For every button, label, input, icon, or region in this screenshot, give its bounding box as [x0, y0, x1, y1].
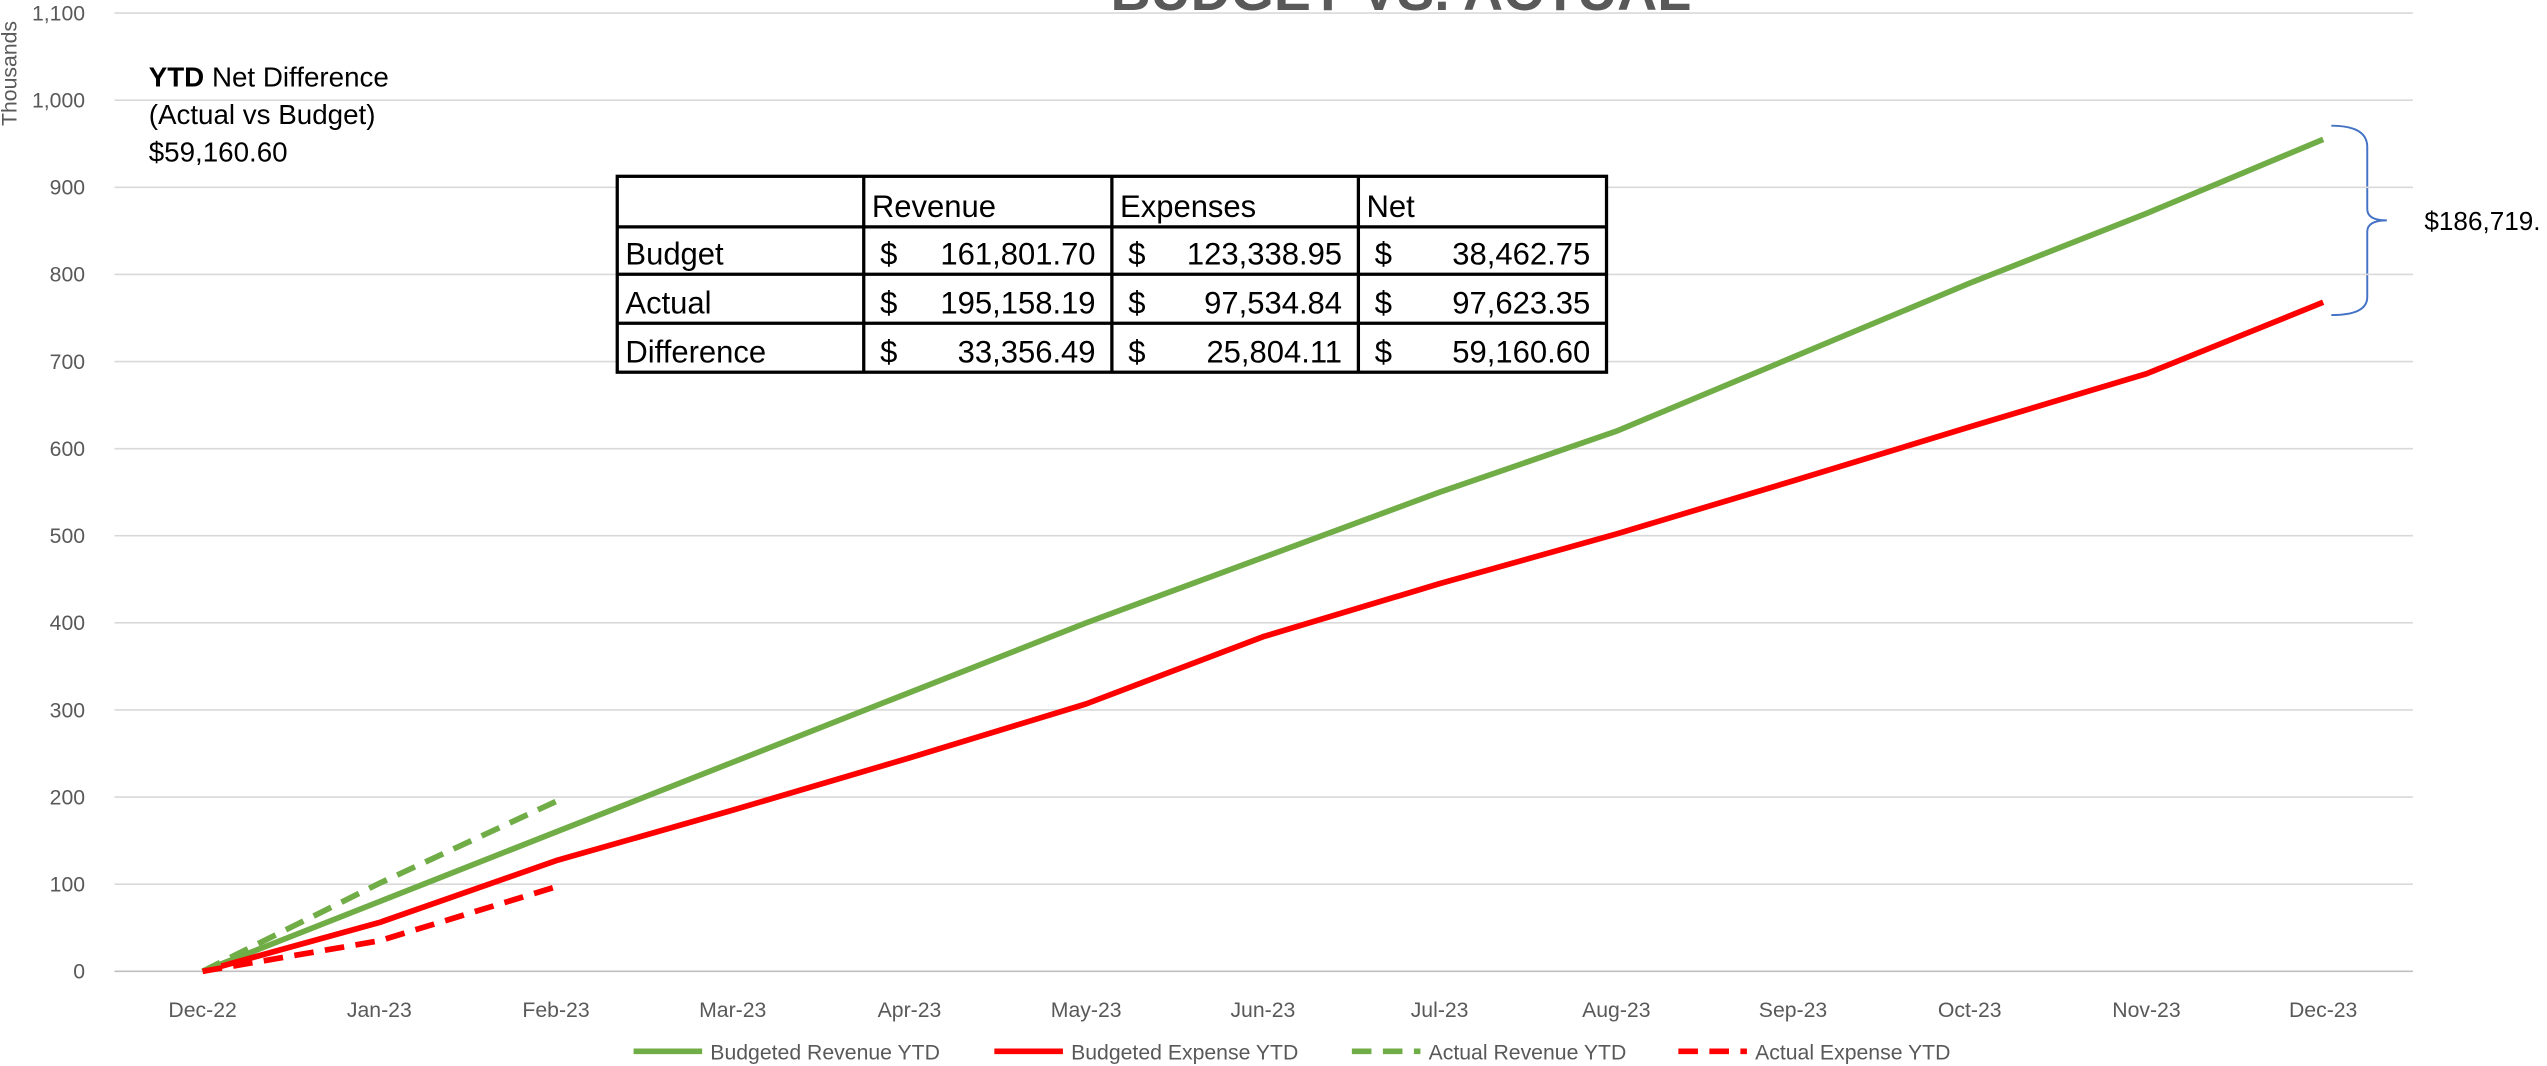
table-currency: $ [1375, 285, 1392, 320]
annotation: YTD Net Difference [149, 62, 389, 93]
x-tick-label: Jun-23 [1230, 999, 1295, 1022]
table-row-label: Actual [625, 285, 711, 320]
table-header: Expenses [1120, 189, 1256, 224]
x-tick-label: May-23 [1051, 999, 1122, 1022]
annotation-text: Net Difference [212, 62, 389, 93]
y-tick-label: 100 [50, 874, 85, 897]
y-tick-label: 700 [50, 351, 85, 374]
table-header: Net [1367, 189, 1416, 224]
y-tick-label: 800 [50, 264, 85, 287]
table-currency: $ [1128, 334, 1145, 369]
table-cell: 59,160.60 [1452, 334, 1590, 369]
x-tick-label: Feb-23 [522, 999, 589, 1022]
table-cell: 38,462.75 [1452, 236, 1590, 271]
legend-label: Budgeted Expense YTD [1071, 1041, 1298, 1064]
table-cell: 195,158.19 [940, 285, 1095, 320]
table-cell: 123,338.95 [1187, 236, 1342, 271]
legend-label: Actual Expense YTD [1755, 1041, 1950, 1064]
x-tick-label: Sep-23 [1759, 999, 1827, 1022]
table-cell: 97,534.84 [1204, 285, 1342, 320]
legend-label: Budgeted Revenue YTD [710, 1041, 940, 1064]
table-currency: $ [1375, 334, 1392, 369]
x-tick-label: Apr-23 [878, 999, 942, 1022]
y-tick-label: 500 [50, 525, 85, 548]
table-currency: $ [1375, 236, 1392, 271]
table-cell: 33,356.49 [958, 334, 1096, 369]
table-currency: $ [880, 334, 897, 369]
annotation-line: (Actual vs Budget) [149, 99, 376, 130]
x-tick-label: Mar-23 [699, 999, 766, 1022]
table-cell: 161,801.70 [940, 236, 1095, 271]
y-tick-label: 200 [50, 786, 85, 809]
table-currency: $ [1128, 236, 1145, 271]
x-tick-label: Nov-23 [2112, 999, 2180, 1022]
y-tick-label: 0 [73, 961, 85, 984]
x-tick-label: Dec-22 [168, 999, 236, 1022]
series-line [201, 299, 2325, 975]
y-axis-label: Thousands [0, 21, 22, 126]
series-line [201, 136, 2325, 974]
x-tick-label: Oct-23 [1938, 999, 2002, 1022]
y-tick-label: 1,000 [32, 90, 85, 113]
table-cell: 97,623.35 [1452, 285, 1590, 320]
bracket-label: $186,719. [2424, 206, 2540, 236]
annotation-bold: YTD [149, 62, 204, 93]
table-currency: $ [1128, 285, 1145, 320]
y-tick-label: 400 [50, 612, 85, 635]
y-tick-label: 300 [50, 699, 85, 722]
table-row-label: Budget [625, 236, 724, 271]
y-tick-label: 600 [50, 438, 85, 461]
table-header: Revenue [872, 189, 996, 224]
series-line [201, 798, 558, 974]
table-currency: $ [880, 236, 897, 271]
table-row-label: Difference [625, 334, 766, 369]
x-tick-label: Jan-23 [347, 999, 412, 1022]
bracket [2331, 124, 2387, 317]
x-tick-label: Dec-23 [2289, 999, 2357, 1022]
legend-label: Actual Revenue YTD [1429, 1041, 1627, 1064]
x-tick-label: Jul-23 [1411, 999, 1469, 1022]
annotation-line: $59,160.60 [149, 137, 288, 168]
data-table: Revenue Expenses Net Budget $161,801.70 $123,… [615, 174, 1609, 374]
table-cell: 25,804.11 [1206, 334, 1342, 369]
table-currency: $ [880, 285, 897, 320]
x-tick-label: Aug-23 [1582, 999, 1650, 1022]
y-tick-label: 1,100 [32, 2, 85, 25]
chart-title: BUDGET VS. ACTUAL [1110, 0, 1691, 22]
y-tick-label: 900 [50, 177, 85, 200]
